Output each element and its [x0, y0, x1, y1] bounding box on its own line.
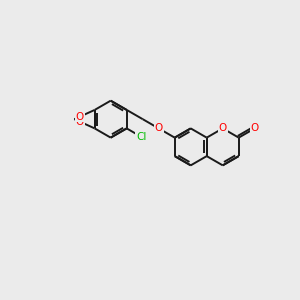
Text: O: O	[154, 123, 163, 134]
Text: O: O	[76, 117, 84, 127]
Text: O: O	[219, 123, 227, 134]
Text: O: O	[76, 112, 84, 122]
Text: Cl: Cl	[136, 132, 147, 142]
Text: O: O	[250, 123, 259, 134]
